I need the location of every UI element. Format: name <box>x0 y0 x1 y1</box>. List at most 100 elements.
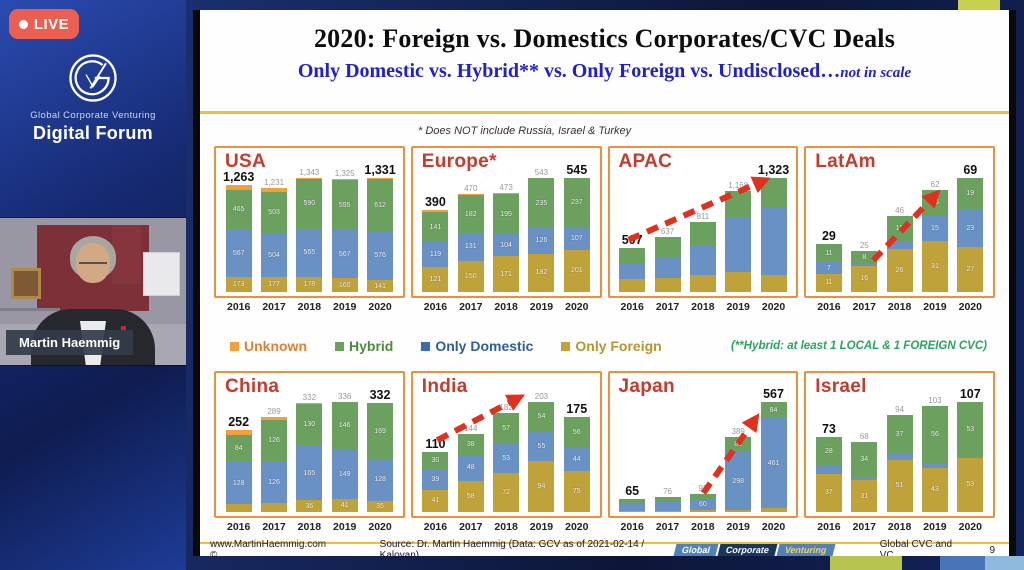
bar-segment: 11 <box>815 273 842 292</box>
legend-swatch-icon <box>335 341 344 351</box>
stacked-bar: 94 55 54 <box>528 402 555 512</box>
stacked-bar: 150 131 182 <box>457 193 484 292</box>
bar-segment: 173 <box>225 277 252 292</box>
bar-total: 389 <box>731 426 745 436</box>
bar-segment <box>760 206 787 275</box>
segment-value: 37 <box>825 489 833 497</box>
bar-segment: 141 <box>367 280 394 292</box>
bar-total: 175 <box>566 402 588 417</box>
chart-box: LatAm 29 11 7 11 25 16 8 46 26 15 62 31 15 16 69 27 23 19 <box>804 146 995 298</box>
chart-region-title: LatAm <box>815 151 876 172</box>
bar-segment: 131 <box>457 233 484 261</box>
segment-value: 15 <box>931 224 939 232</box>
bar-segment: 28 <box>815 436 842 466</box>
bar-segment: 146 <box>331 402 358 450</box>
bar-segment: 58 <box>457 480 484 512</box>
bar-segment: 128 <box>367 458 394 501</box>
stacked-bar: 160 567 595 <box>331 178 358 292</box>
presentation-slide: 2020: Foreign vs. Domestics Corporates/C… <box>193 10 1016 561</box>
bar-total: 1,168 <box>728 181 749 191</box>
bar-segment: 31 <box>921 240 948 292</box>
bar-segment: 8 <box>851 250 878 264</box>
speaker-video: Martin Haemmig <box>0 218 186 365</box>
segment-value: 16 <box>931 199 939 207</box>
bar-total: 68 <box>859 432 869 442</box>
year-label: 2016 <box>226 301 251 313</box>
chart-bars: 73 37 28 68 31 34 94 51 37 103 43 56 107 53 53 <box>811 387 988 512</box>
chart-year-labels: 2016 2017 2018 2019 2020 <box>608 518 799 533</box>
bar-total: 46 <box>895 206 905 216</box>
stacked-bar: 36 165 130 <box>296 402 323 512</box>
chart-region-title: Europe* <box>421 151 497 172</box>
segment-value: 53 <box>966 481 975 489</box>
stacked-bar: 121 119 141 <box>422 210 449 292</box>
segment-value: 121 <box>429 275 442 283</box>
segment-value: 54 <box>537 413 546 421</box>
bar-segment <box>619 279 646 292</box>
bar-column: 543 182 126 235 <box>525 168 557 292</box>
bar-total: 332 <box>302 392 317 402</box>
bar-column: 336 41 149 146 <box>329 392 361 512</box>
chart-year-labels: 2016 2017 2018 2019 2020 <box>411 518 602 533</box>
chart-bars: 507 637 811 1,168 1,323 <box>615 163 792 292</box>
year-label: 2016 <box>817 301 841 313</box>
bar-total: 289 <box>267 407 281 417</box>
bar-column: 76 <box>652 487 684 512</box>
year-label: 2019 <box>529 521 554 533</box>
bar-segment: 55 <box>528 431 555 462</box>
bar-segment: 182 <box>457 195 484 234</box>
bar-segment <box>619 263 646 280</box>
speaker-name-tag: Martin Haemmig <box>6 330 134 355</box>
bar-total: 1,331 <box>364 163 396 178</box>
chart-cell-china: China 252 128 84 289 126 126 332 36 165 130 336 41 14… <box>214 371 405 533</box>
segment-value: 43 <box>931 486 939 494</box>
video-bg-picture <box>11 267 41 299</box>
bar-column: 252 128 84 <box>223 415 255 512</box>
bar-segment: 150 <box>457 260 484 292</box>
year-label: 2017 <box>459 521 483 533</box>
segment-value: 41 <box>340 501 349 509</box>
bar-segment <box>760 274 787 292</box>
stacked-bar: 126 126 <box>261 417 288 512</box>
bar-column: 473 171 104 195 <box>490 183 522 292</box>
sidebar: LIVE Global Corporate Venturing Digital … <box>0 0 186 570</box>
bar-total: 332 <box>369 388 391 403</box>
segment-value: 23 <box>966 224 975 232</box>
bar-segment <box>619 503 646 511</box>
chart-box: Japan 65 76 93 60 389 298 81 567 461 84 <box>607 371 799 518</box>
charts-row-top: USA 1,263 173 567 465 1,231 177 504 503 1,343 178 5… <box>214 146 995 313</box>
bar-segment: 56 <box>921 406 948 464</box>
segment-value: 130 <box>303 421 316 429</box>
segment-value: 81 <box>734 440 743 448</box>
segment-value: 55 <box>537 442 546 450</box>
bar-total: 73 <box>821 421 836 436</box>
bar-total: 25 <box>859 240 869 250</box>
bar-segment: 7 <box>815 262 842 274</box>
bar-total: 144 <box>464 424 478 433</box>
live-badge: LIVE <box>9 9 79 39</box>
bar-segment <box>725 191 752 218</box>
year-label: 2017 <box>852 301 876 313</box>
bar-column: 175 75 44 56 <box>561 402 593 512</box>
year-label: 2018 <box>887 301 912 313</box>
stacked-bar: 75 44 56 <box>563 417 590 512</box>
year-label: 2018 <box>297 301 322 313</box>
bar-segment: 141 <box>422 212 449 242</box>
bar-segment <box>457 193 484 196</box>
segment-value: 26 <box>895 267 904 275</box>
bar-segment <box>225 429 252 435</box>
bar-segment <box>296 402 323 404</box>
gcv-logo-icon <box>69 54 117 102</box>
year-label: 2019 <box>529 301 554 313</box>
bar-segment <box>296 177 323 179</box>
year-label: 2016 <box>817 521 841 533</box>
year-label: 2016 <box>423 521 448 533</box>
live-label: LIVE <box>33 15 70 33</box>
bar-segment <box>654 511 681 512</box>
bar-segment: 160 <box>331 278 358 292</box>
segment-value: 72 <box>502 489 510 496</box>
bar-column: 110 41 39 30 <box>419 437 451 512</box>
bar-total: 336 <box>338 392 352 402</box>
bar-total: 103 <box>928 396 942 406</box>
legend-swatch-icon <box>561 341 571 351</box>
